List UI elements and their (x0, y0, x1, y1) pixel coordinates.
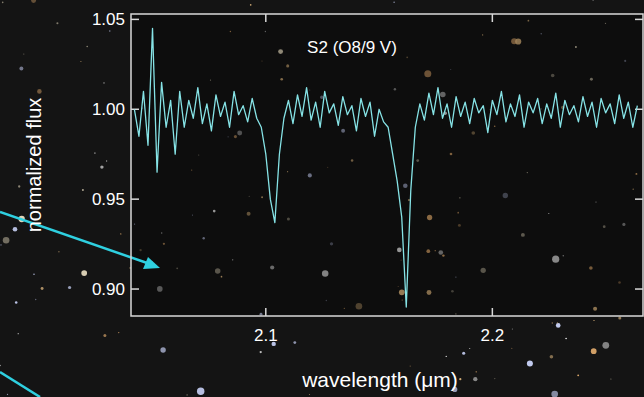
star (0, 244, 1, 245)
plot-area (131, 14, 643, 316)
star (197, 387, 204, 394)
star (610, 378, 611, 379)
star (577, 374, 579, 376)
pointer (0, 212, 160, 397)
star (293, 341, 296, 344)
y-tick (635, 198, 643, 200)
pointer-head (143, 257, 160, 269)
star (56, 22, 58, 24)
spectrum-line (134, 28, 637, 307)
star (309, 394, 310, 395)
y-tick (131, 19, 139, 21)
star (494, 378, 495, 379)
star (410, 366, 411, 367)
star (2, 2, 4, 4)
star (41, 287, 44, 290)
star (512, 328, 513, 329)
star (7, 394, 8, 395)
star (103, 82, 104, 83)
star (187, 394, 188, 395)
y-tick-label: 0.95 (92, 190, 125, 209)
star (23, 53, 24, 54)
star (593, 320, 594, 321)
star (86, 46, 88, 48)
star (591, 348, 597, 354)
y-tick (635, 19, 643, 21)
star (18, 333, 19, 334)
y-tick-label: 1.05 (92, 10, 125, 29)
star (18, 185, 20, 187)
star (462, 352, 465, 355)
star (469, 348, 470, 349)
star (31, 0, 36, 3)
y-tick (131, 288, 139, 290)
x-tick (492, 14, 494, 22)
star (80, 61, 81, 62)
x-tick (265, 308, 267, 316)
y-axis-label: normalized flux (23, 98, 45, 233)
star (473, 377, 477, 381)
star (260, 351, 262, 353)
star (100, 165, 103, 168)
y-tick (131, 198, 139, 200)
star-field (0, 0, 644, 397)
star (118, 332, 119, 333)
star (459, 378, 461, 380)
star (35, 299, 37, 301)
star (565, 338, 567, 340)
x-axis-label: wavelength (μm) (301, 368, 458, 391)
star (13, 227, 18, 232)
star (602, 342, 609, 349)
x-tick (492, 308, 494, 316)
star (527, 360, 533, 366)
star (552, 322, 553, 323)
star (446, 356, 447, 357)
y-tick-label: 0.90 (92, 280, 125, 299)
data-group (134, 28, 637, 307)
star (551, 391, 558, 397)
star (81, 270, 87, 276)
chart: 0.90 0.95 1.00 1.05 2.1 2.2 S2 (O8/9 V) wavelen… (0, 0, 644, 397)
star (94, 152, 96, 154)
y-tick (635, 288, 643, 290)
star (19, 67, 23, 71)
star (68, 286, 71, 289)
star (160, 347, 165, 352)
title: S2 (O8/9 V) (307, 38, 397, 57)
star (511, 348, 512, 349)
star (618, 316, 621, 319)
star (37, 89, 42, 94)
star (106, 160, 107, 161)
star (550, 355, 554, 359)
pointer-line (0, 372, 40, 397)
x-tick (265, 14, 267, 22)
background (0, 0, 644, 397)
star (120, 233, 121, 234)
star (557, 322, 558, 323)
star (393, 2, 394, 3)
star (58, 251, 60, 253)
star (556, 323, 561, 328)
x-tick-label: 2.2 (481, 326, 505, 345)
star (103, 334, 106, 337)
star (476, 371, 477, 372)
star (33, 273, 35, 275)
star (15, 301, 18, 304)
x-tick-label: 2.1 (254, 326, 278, 345)
y-tick-label: 1.00 (92, 100, 125, 119)
star (3, 237, 10, 244)
frame (131, 14, 643, 316)
star (0, 365, 1, 366)
star (250, 4, 252, 6)
star (109, 30, 110, 31)
star (82, 189, 84, 191)
star (592, 0, 593, 1)
